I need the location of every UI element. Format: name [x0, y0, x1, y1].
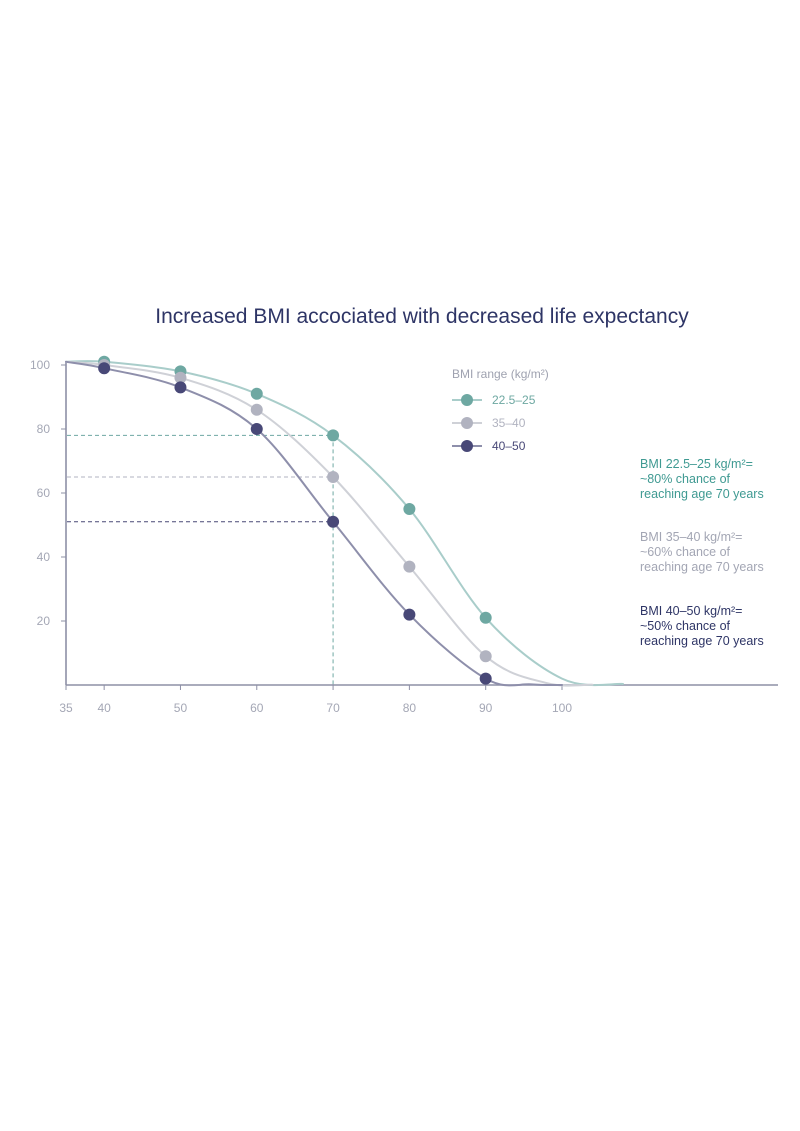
legend-label: 35–40: [492, 416, 526, 430]
legend-label: 40–50: [492, 439, 526, 453]
series-1-point: [250, 387, 263, 400]
series-1-point: [403, 503, 416, 515]
legend-swatch-marker: [461, 440, 473, 452]
series-2-point: [479, 650, 492, 663]
series-3-line: [65, 360, 563, 687]
series-2-point: [327, 471, 340, 483]
x-tick-label: 70: [326, 701, 340, 715]
y-tick-label: 100: [30, 358, 50, 372]
series-3-point: [479, 672, 492, 685]
legend-swatch-marker: [461, 394, 473, 406]
series-3-point: [174, 381, 187, 394]
annotation-line: reaching age 70 years: [640, 560, 764, 574]
series-3-point: [98, 362, 111, 375]
y-tick-label: 80: [37, 422, 51, 436]
series-1-line: [65, 360, 624, 687]
x-tick-label: 40: [97, 701, 111, 715]
series-1-point: [479, 611, 492, 624]
series-2-point: [174, 371, 187, 384]
y-tick-label: 60: [37, 486, 51, 500]
x-tick-label: 90: [479, 701, 493, 715]
legend: BMI range (kg/m²) 22.5–25 35–40 40–50: [452, 367, 549, 453]
x-tick-label: 35: [59, 701, 73, 715]
chart-title: Increased BMI accociated with decreased …: [155, 305, 689, 328]
annotation-line: reaching age 70 years: [640, 487, 764, 501]
series-layer: [65, 355, 624, 687]
series-3-point: [250, 423, 263, 435]
series-2-point: [250, 403, 263, 416]
x-tick-label: 80: [403, 701, 417, 715]
annotations: BMI 22.5–25 kg/m²= ~80% chance of reaching…: [640, 457, 764, 648]
annotation-1: BMI 22.5–25 kg/m²= ~80% chance of reaching…: [640, 457, 764, 501]
legend-swatch-marker: [461, 417, 473, 429]
annotation-line: ~80% chance of: [640, 472, 731, 486]
series-3-point: [403, 608, 416, 621]
annotation-line: BMI 22.5–25 kg/m²=: [640, 457, 753, 471]
annotation-2: BMI 35–40 kg/m²= ~60% chance of reaching a…: [640, 530, 764, 574]
reference-lines: [67, 434, 334, 685]
legend-label: 22.5–25: [492, 393, 536, 407]
series-1-point: [327, 429, 340, 442]
annotation-line: BMI 40–50 kg/m²=: [640, 604, 742, 618]
annotation-3: BMI 40–50 kg/m²= ~50% chance of reaching a…: [640, 604, 764, 648]
annotation-line: BMI 35–40 kg/m²=: [640, 530, 742, 544]
x-tick-label: 50: [174, 701, 188, 715]
x-tick-label: 60: [250, 701, 264, 715]
annotation-line: ~50% chance of: [640, 619, 731, 633]
annotation-line: ~60% chance of: [640, 545, 731, 559]
legend-title: BMI range (kg/m²): [452, 367, 549, 381]
y-tick-label: 20: [37, 614, 51, 628]
y-tick-label: 40: [37, 550, 51, 564]
series-3-point: [327, 515, 340, 528]
x-tick-label: 100: [552, 701, 572, 715]
series-2-point: [403, 560, 416, 573]
annotation-line: reaching age 70 years: [640, 634, 764, 648]
